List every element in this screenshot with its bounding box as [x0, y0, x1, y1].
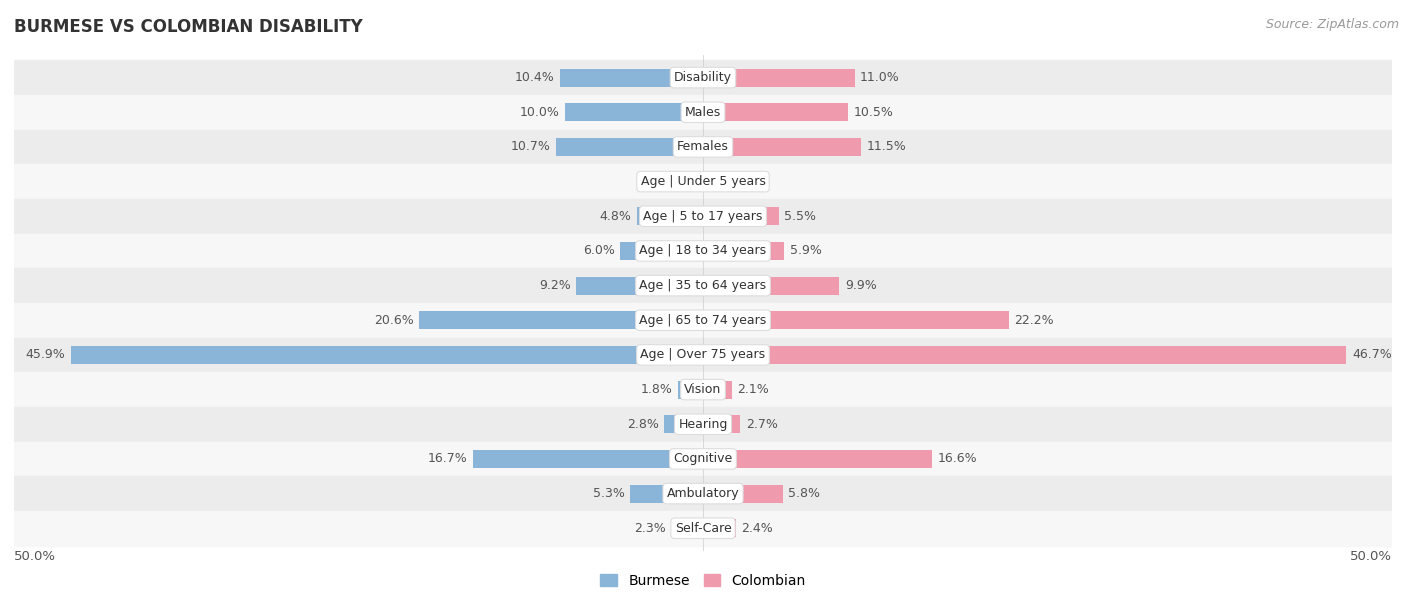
Text: Disability: Disability [673, 71, 733, 84]
Text: 2.4%: 2.4% [741, 522, 773, 535]
Text: Age | 5 to 17 years: Age | 5 to 17 years [644, 210, 762, 223]
Text: 50.0%: 50.0% [14, 550, 56, 563]
Text: 9.2%: 9.2% [538, 279, 571, 292]
Bar [14, 407, 1392, 442]
Text: Females: Females [678, 140, 728, 154]
Text: Hearing: Hearing [678, 418, 728, 431]
Bar [703, 416, 740, 433]
Text: 10.0%: 10.0% [520, 106, 560, 119]
Bar [560, 69, 703, 87]
Bar [14, 234, 1392, 268]
Bar [688, 173, 703, 190]
Text: 6.0%: 6.0% [583, 244, 614, 258]
Text: 10.4%: 10.4% [515, 71, 554, 84]
Bar [14, 130, 1392, 164]
Bar [14, 95, 1392, 130]
Bar [14, 268, 1392, 303]
Bar [14, 199, 1392, 234]
Text: 2.8%: 2.8% [627, 418, 659, 431]
Text: 46.7%: 46.7% [1353, 348, 1392, 362]
Text: 11.0%: 11.0% [860, 71, 900, 84]
Bar [14, 372, 1392, 407]
Text: 22.2%: 22.2% [1014, 314, 1054, 327]
Bar [555, 138, 703, 156]
Bar [703, 277, 839, 294]
Text: 2.7%: 2.7% [745, 418, 778, 431]
Text: Age | Over 75 years: Age | Over 75 years [641, 348, 765, 362]
Bar [678, 381, 703, 398]
Bar [14, 338, 1392, 372]
Text: 9.9%: 9.9% [845, 279, 877, 292]
Bar [14, 442, 1392, 476]
Bar [70, 346, 703, 364]
Text: 1.1%: 1.1% [651, 175, 682, 188]
Bar [703, 138, 862, 156]
Bar [14, 164, 1392, 199]
Text: 10.7%: 10.7% [510, 140, 550, 154]
Text: 45.9%: 45.9% [25, 348, 65, 362]
Bar [630, 485, 703, 502]
Text: 10.5%: 10.5% [853, 106, 893, 119]
Bar [14, 511, 1392, 546]
Bar [703, 346, 1347, 364]
Text: Cognitive: Cognitive [673, 452, 733, 466]
Bar [703, 312, 1010, 329]
Legend: Burmese, Colombian: Burmese, Colombian [595, 569, 811, 594]
Bar [472, 450, 703, 468]
Bar [703, 485, 783, 502]
Text: 1.8%: 1.8% [641, 383, 672, 396]
Bar [576, 277, 703, 294]
Text: Vision: Vision [685, 383, 721, 396]
Text: 5.8%: 5.8% [789, 487, 821, 500]
Text: Age | Under 5 years: Age | Under 5 years [641, 175, 765, 188]
Text: 5.3%: 5.3% [592, 487, 624, 500]
Text: Self-Care: Self-Care [675, 522, 731, 535]
Bar [14, 303, 1392, 338]
Text: 2.3%: 2.3% [634, 522, 666, 535]
Bar [703, 69, 855, 87]
Text: BURMESE VS COLOMBIAN DISABILITY: BURMESE VS COLOMBIAN DISABILITY [14, 18, 363, 36]
Text: Age | 18 to 34 years: Age | 18 to 34 years [640, 244, 766, 258]
Bar [665, 416, 703, 433]
Text: 5.5%: 5.5% [785, 210, 817, 223]
Text: Source: ZipAtlas.com: Source: ZipAtlas.com [1265, 18, 1399, 31]
Text: 5.9%: 5.9% [790, 244, 821, 258]
Bar [703, 242, 785, 260]
Text: 16.7%: 16.7% [427, 452, 467, 466]
Text: 4.8%: 4.8% [599, 210, 631, 223]
Text: Males: Males [685, 106, 721, 119]
Bar [703, 381, 733, 398]
Text: Ambulatory: Ambulatory [666, 487, 740, 500]
Bar [14, 60, 1392, 95]
Bar [14, 476, 1392, 511]
Text: Age | 35 to 64 years: Age | 35 to 64 years [640, 279, 766, 292]
Text: 16.6%: 16.6% [938, 452, 977, 466]
Bar [703, 207, 779, 225]
Text: 11.5%: 11.5% [868, 140, 907, 154]
Bar [637, 207, 703, 225]
Bar [565, 103, 703, 121]
Text: 1.2%: 1.2% [725, 175, 756, 188]
Bar [620, 242, 703, 260]
Text: 50.0%: 50.0% [1350, 550, 1392, 563]
Bar [703, 519, 737, 537]
Bar [419, 312, 703, 329]
Bar [703, 450, 932, 468]
Bar [703, 103, 848, 121]
Text: Age | 65 to 74 years: Age | 65 to 74 years [640, 314, 766, 327]
Bar [671, 519, 703, 537]
Bar [703, 173, 720, 190]
Text: 20.6%: 20.6% [374, 314, 413, 327]
Text: 2.1%: 2.1% [738, 383, 769, 396]
